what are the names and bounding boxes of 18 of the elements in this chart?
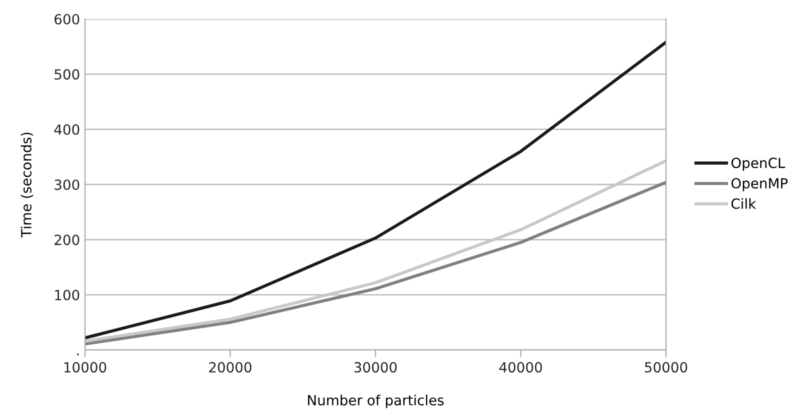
y-tick-label: 500 bbox=[54, 69, 80, 80]
x-tick-label: 20000 bbox=[209, 362, 252, 373]
y-tick-label: 400 bbox=[54, 124, 80, 135]
line-series bbox=[85, 40, 666, 340]
legend-label: Cilk bbox=[731, 198, 756, 209]
y-tick-label: 200 bbox=[54, 234, 80, 246]
y-tick-label: 300 bbox=[54, 179, 80, 190]
y-tick-label: 600 bbox=[54, 14, 80, 24]
x-tick-label: 40000 bbox=[499, 362, 542, 373]
legend-label: OpenCL bbox=[731, 158, 786, 171]
y-tick-label: . bbox=[77, 354, 79, 356]
x-axis-title: Number of particles bbox=[308, 394, 444, 408]
x-tick-label: 10000 bbox=[64, 362, 106, 373]
x-tick-label: 30000 bbox=[354, 362, 397, 373]
y-tick-label: 100 bbox=[55, 290, 80, 300]
legend-label: OpenMP bbox=[731, 178, 788, 192]
y-axis-title: Time (seconds) bbox=[20, 132, 34, 238]
x-tick-label: 50000 bbox=[644, 362, 688, 373]
